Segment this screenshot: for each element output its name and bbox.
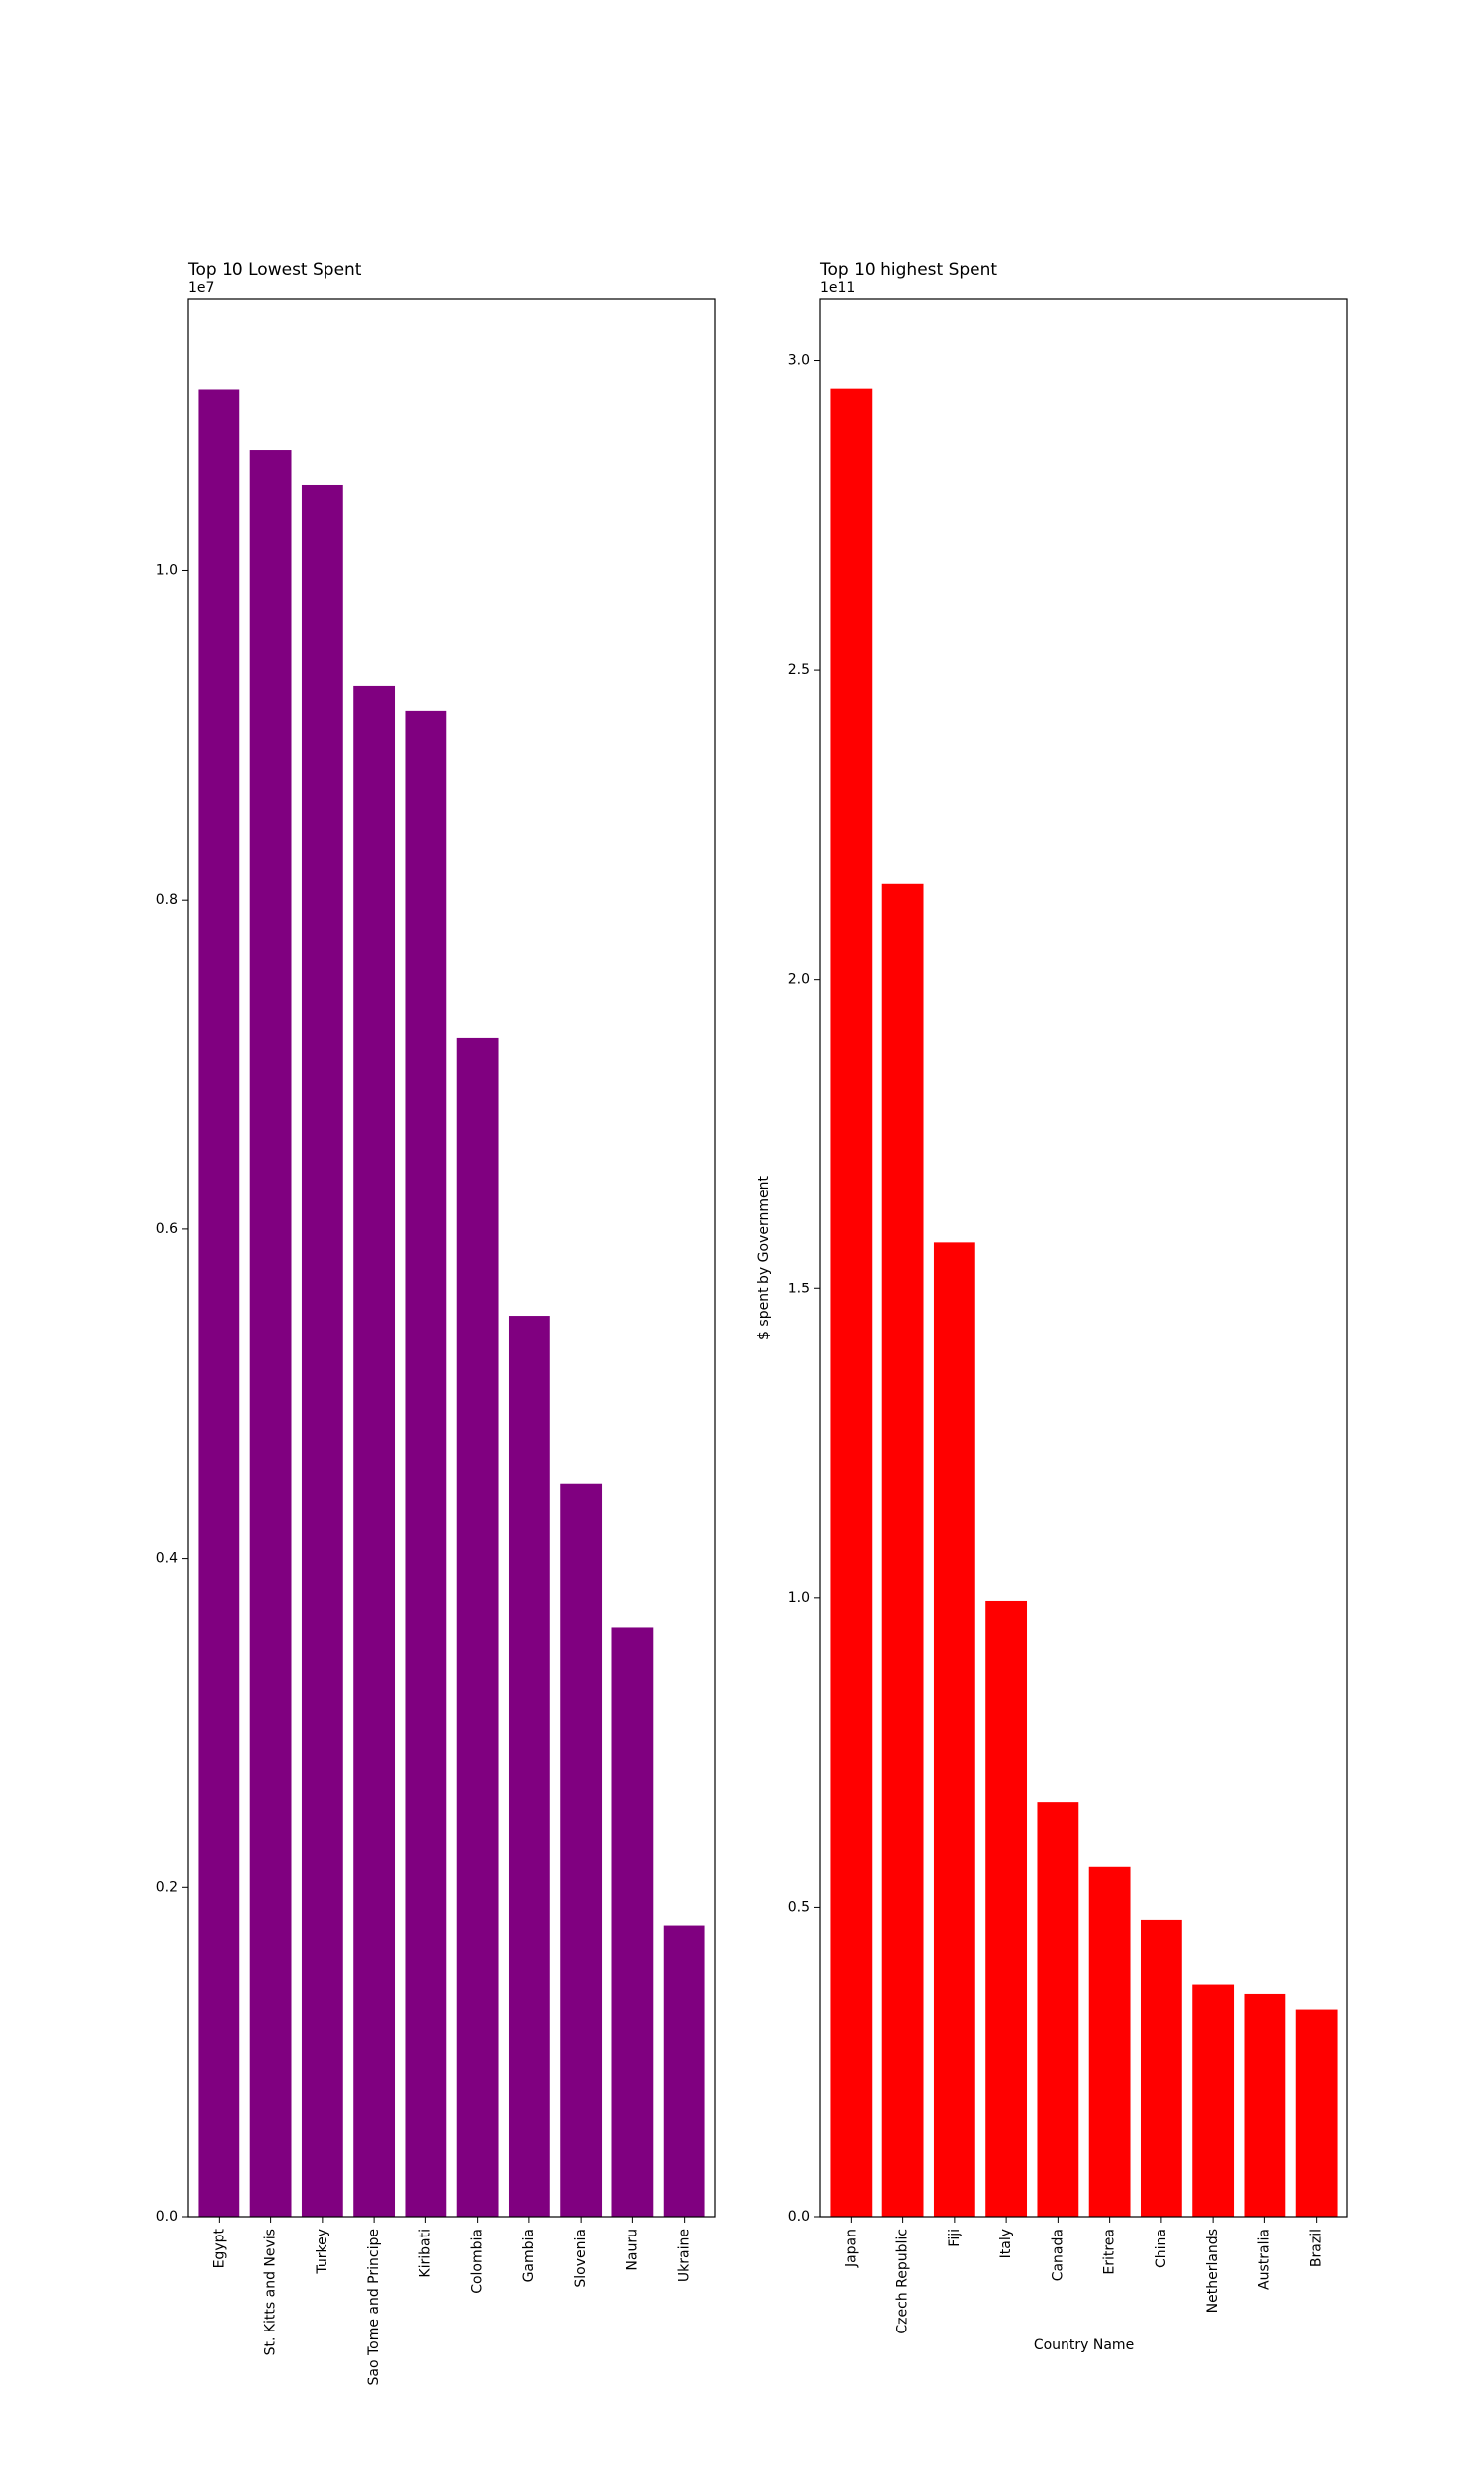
x-tick-label: Ukraine	[677, 2229, 693, 2282]
bar-slovenia	[560, 1483, 603, 2217]
bar-ukraine	[663, 1925, 705, 2217]
y-tick-label: 0.8	[156, 892, 178, 907]
x-axis-label-highest: Country Name	[1034, 2337, 1134, 2353]
y-tick-label: 0.0	[156, 2209, 178, 2225]
y-tick-label: 0.0	[788, 2209, 810, 2225]
bar-st-kitts-and-nevis	[249, 450, 292, 2217]
bar-netherlands	[1192, 1984, 1235, 2217]
bar-colombia	[456, 1037, 499, 2217]
bars-highest	[830, 388, 1338, 2217]
bar-china	[1140, 1919, 1182, 2217]
bar-kiribati	[405, 710, 447, 2217]
y-tick-label: 1.0	[788, 1590, 810, 1606]
y-axis-label-highest: $ spent by Government	[756, 1176, 772, 1340]
x-tick-label: Nauru	[624, 2229, 640, 2271]
x-tick-label: Canada	[1050, 2229, 1066, 2281]
bar-fiji	[933, 1242, 975, 2217]
bar-eritrea	[1088, 1866, 1131, 2217]
x-ticks-highest: Japan Czech Republic Fiji Italy Canada Eritre…	[843, 2217, 1325, 2334]
bar-gambia	[508, 1316, 550, 2217]
y-tick-label: 1.0	[156, 562, 178, 578]
plot-frame-lowest	[187, 298, 716, 2218]
y-offset-text-highest: 1e11	[820, 280, 855, 296]
bars-lowest	[198, 389, 705, 2218]
y-ticks-highest: 0.0 0.5 1.0 1.5 2.0 2.5 3.0	[788, 353, 820, 2225]
bar-sao-tome-and-principe	[353, 685, 396, 2218]
x-tick-label: Italy	[998, 2229, 1014, 2258]
x-tick-label: Turkey	[315, 2229, 330, 2275]
chart-lowest-spent: 0.0 0.2 0.4 0.6 0.8 1.0 Egypt St. Kitts and Ne…	[156, 260, 716, 2386]
x-tick-label: Sao Tome and Principe	[366, 2229, 382, 2386]
bar-italy	[985, 1600, 1028, 2217]
x-tick-label: Netherlands	[1205, 2229, 1221, 2313]
bar-nauru	[611, 1627, 654, 2217]
bar-turkey	[301, 484, 343, 2218]
bar-japan	[830, 388, 873, 2217]
bar-czech-republic	[881, 883, 924, 2217]
x-tick-label: Gambia	[521, 2229, 537, 2282]
y-tick-label: 0.4	[156, 1551, 178, 1567]
x-tick-label: Slovenia	[573, 2229, 589, 2288]
y-tick-label: 0.6	[156, 1221, 178, 1237]
x-tick-label: China	[1154, 2229, 1169, 2268]
x-tick-label: Brazil	[1309, 2229, 1325, 2267]
y-ticks-lowest: 0.0 0.2 0.4 0.6 0.8 1.0	[156, 562, 188, 2225]
x-tick-label: Fiji	[947, 2229, 963, 2247]
y-tick-label: 2.5	[788, 662, 810, 678]
bar-brazil	[1295, 2009, 1338, 2217]
chart-highest-spent: 0.0 0.5 1.0 1.5 2.0 2.5 3.0 Japan Czech Republi…	[756, 260, 1348, 2353]
x-tick-label: Egypt	[211, 2229, 227, 2269]
x-tick-label: Australia	[1256, 2229, 1272, 2290]
y-offset-text-lowest: 1e7	[188, 280, 214, 296]
y-tick-label: 0.5	[788, 1899, 810, 1915]
y-tick-label: 2.0	[788, 972, 810, 988]
chart-title-highest: Top 10 highest Spent	[819, 260, 997, 280]
plot-frame-highest	[819, 298, 1348, 2218]
bar-egypt	[198, 389, 240, 2217]
y-tick-label: 0.2	[156, 1879, 178, 1895]
x-tick-label: Colombia	[470, 2229, 486, 2294]
x-tick-label: Japan	[843, 2229, 859, 2268]
bar-australia	[1244, 1993, 1286, 2217]
x-tick-label: Czech Republic	[895, 2229, 911, 2334]
x-tick-label: St. Kitts and Nevis	[263, 2229, 279, 2355]
bar-canada	[1037, 1802, 1079, 2217]
x-ticks-lowest: Egypt St. Kitts and Nevis Turkey Sao Tome a…	[211, 2217, 693, 2386]
chart-title-lowest: Top 10 Lowest Spent	[187, 260, 362, 280]
y-tick-label: 1.5	[788, 1281, 810, 1296]
x-tick-label: Kiribati	[417, 2229, 433, 2278]
y-tick-label: 3.0	[788, 353, 810, 369]
x-tick-label: Eritrea	[1102, 2229, 1118, 2275]
